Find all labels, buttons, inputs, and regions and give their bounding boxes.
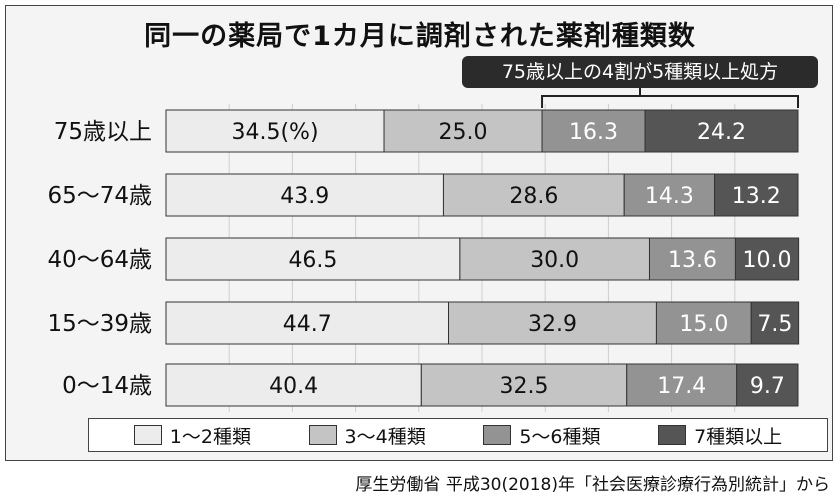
data-label: 24.2 [697, 120, 746, 145]
bar-segment [165, 301, 450, 345]
legend-swatch [133, 425, 162, 445]
bar-segment [644, 109, 799, 153]
bar-segment [626, 363, 738, 407]
bar-segment [714, 173, 799, 217]
category-label: 75歳以上 [54, 119, 152, 145]
data-label: 14.3 [645, 184, 694, 209]
data-label: 17.4 [657, 374, 706, 399]
legend-label: 3〜4種類 [344, 425, 426, 448]
data-label: 13.2 [732, 184, 781, 209]
bar-segment [165, 173, 444, 217]
data-label: 34.5(%) [231, 120, 318, 145]
category-label: 65〜74歳 [47, 183, 152, 209]
legend-swatch [483, 425, 512, 445]
chart-title: 同一の薬局で1カ月に調剤された薬剤種類数 [144, 21, 696, 52]
legend-swatch [658, 425, 687, 445]
legend-item: 7種類以上 [658, 422, 782, 449]
bar-segment [541, 109, 646, 153]
bar-segment [165, 109, 385, 153]
data-label: 43.9 [280, 184, 329, 209]
data-label: 9.7 [750, 374, 785, 399]
data-label: 32.5 [500, 374, 549, 399]
source-note: 厚生労働省 平成30(2018)年「社会医療診療行為別統計」から [355, 475, 830, 495]
data-label: 40.4 [269, 374, 318, 399]
category-label: 15〜39歳 [47, 311, 152, 337]
data-label: 7.5 [757, 312, 792, 337]
bar-segment [165, 237, 461, 281]
data-label: 16.3 [569, 120, 618, 145]
data-label: 13.6 [668, 248, 717, 273]
category-label: 0〜14歳 [62, 373, 152, 399]
callout-badge: 75歳以上の4割が5種類以上処方 [462, 56, 818, 88]
legend-label: 5〜6種類 [519, 425, 601, 448]
bar-segment [442, 173, 625, 217]
data-label: 30.0 [530, 248, 579, 273]
legend-item: 5〜6種類 [483, 422, 601, 449]
data-label: 46.5 [288, 248, 337, 273]
bar-segment [736, 363, 799, 407]
data-label: 28.6 [509, 184, 558, 209]
legend-item: 1〜2種類 [133, 422, 251, 449]
legend-label: 7種類以上 [694, 425, 783, 448]
bar-segment [383, 109, 543, 153]
bar-segment [623, 173, 716, 217]
bar-segment [165, 363, 422, 407]
bar-segment [420, 363, 628, 407]
data-label: 25.0 [439, 120, 488, 145]
data-label: 15.0 [679, 312, 728, 337]
bar-segment [750, 301, 800, 345]
data-label: 44.7 [283, 312, 332, 337]
bar-segment [734, 237, 800, 281]
legend-item: 3〜4種類 [308, 422, 426, 449]
bar-segment [655, 301, 752, 345]
bar-segment [459, 237, 650, 281]
data-label: 32.9 [528, 312, 577, 337]
legend-label: 1〜2種類 [169, 425, 251, 448]
category-label: 40〜64歳 [47, 247, 152, 273]
legend-swatch [308, 425, 337, 445]
callout-bracket [541, 95, 799, 108]
data-label: 10.0 [743, 248, 792, 273]
legend: 1〜2種類 3〜4種類 5〜6種類 7種類以上 [88, 418, 828, 452]
